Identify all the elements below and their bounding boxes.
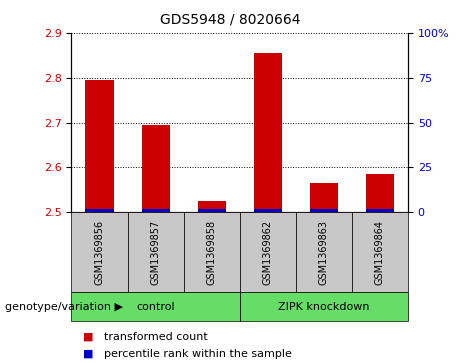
Bar — [366, 174, 394, 212]
Text: transformed count: transformed count — [104, 332, 207, 342]
Text: genotype/variation ▶: genotype/variation ▶ — [5, 302, 123, 312]
Text: GSM1369863: GSM1369863 — [319, 220, 329, 285]
Bar — [198, 209, 226, 212]
Text: GSM1369862: GSM1369862 — [263, 220, 273, 285]
Text: GDS5948 / 8020664: GDS5948 / 8020664 — [160, 13, 301, 27]
Bar — [254, 209, 282, 212]
Bar — [142, 125, 170, 212]
Text: control: control — [136, 302, 175, 312]
Text: GSM1369864: GSM1369864 — [375, 220, 385, 285]
Bar — [254, 53, 282, 212]
Bar — [142, 209, 170, 212]
Text: GSM1369857: GSM1369857 — [151, 220, 160, 285]
Text: ■: ■ — [83, 349, 94, 359]
Text: ■: ■ — [83, 332, 94, 342]
Bar — [85, 209, 113, 212]
Text: GSM1369858: GSM1369858 — [207, 220, 217, 285]
Bar — [366, 209, 394, 212]
Bar — [85, 80, 113, 212]
Text: percentile rank within the sample: percentile rank within the sample — [104, 349, 292, 359]
Bar — [310, 209, 338, 212]
Bar — [310, 183, 338, 212]
Bar — [198, 201, 226, 212]
Text: GSM1369856: GSM1369856 — [95, 220, 105, 285]
Text: ZIPK knockdown: ZIPK knockdown — [278, 302, 370, 312]
